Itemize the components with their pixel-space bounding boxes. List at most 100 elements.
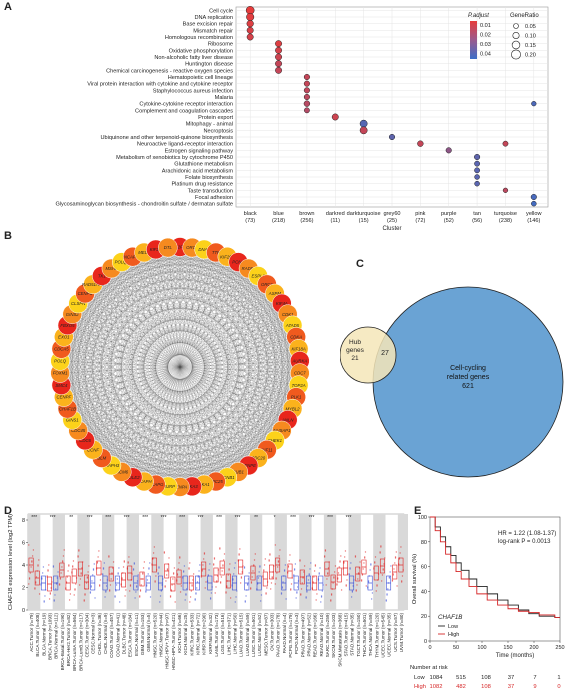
dotplot-cluster-count: (52) — [444, 218, 454, 224]
network-node-label: CHAF1B — [59, 406, 76, 411]
network-edge — [60, 360, 193, 487]
boxplot-point — [369, 569, 371, 571]
boxplot-point — [259, 600, 262, 602]
boxplot-point — [314, 565, 317, 567]
boxplot-point — [252, 570, 254, 572]
boxplot-point — [110, 578, 112, 580]
boxplot-point — [327, 573, 329, 575]
boxplot-significance: *** — [142, 515, 148, 521]
survival-ytick-label: 0 — [424, 639, 427, 645]
boxplot-point — [355, 589, 357, 591]
network-edge — [111, 457, 259, 466]
boxplot-point — [327, 572, 329, 574]
boxplot-point — [137, 574, 139, 576]
dotplot-dot — [359, 119, 368, 128]
network-edge — [72, 252, 145, 420]
boxplot-significance: *** — [179, 515, 185, 521]
boxplot-point — [283, 570, 286, 572]
boxplot-category-label: UCEC.Tumor (n=545) — [380, 613, 385, 658]
legend-generatio-circle — [513, 23, 519, 29]
boxplot-point — [336, 584, 338, 586]
boxplot-point — [330, 594, 333, 596]
boxplot-point — [243, 567, 246, 569]
boxplot-point — [215, 586, 217, 588]
boxplot-point — [80, 573, 82, 575]
boxplot-point — [240, 577, 243, 579]
network-edge — [61, 275, 259, 349]
network-edge — [78, 430, 259, 459]
boxplot-point — [277, 560, 280, 562]
network-node-label: POLQ2 — [115, 260, 130, 265]
boxplot-point — [153, 546, 156, 548]
network-edge — [227, 256, 282, 431]
boxplot-point — [111, 572, 113, 574]
boxplot-category-label: BRCA-Basal.Tumor (n=190) — [60, 613, 65, 671]
boxplot-point — [382, 568, 384, 570]
boxplot-category-label: STAD.Normal (n=35) — [350, 613, 355, 656]
network-edge — [143, 252, 275, 441]
boxplot-point — [98, 550, 100, 552]
network-edge — [167, 247, 288, 420]
boxplot-category-label: SARC.Tumor (n=259) — [325, 613, 330, 658]
boxplot-point — [61, 560, 64, 562]
boxplot-point — [129, 590, 131, 592]
network-edge — [67, 325, 156, 485]
boxplot-point — [78, 550, 80, 552]
network-edge — [61, 252, 216, 349]
survival-xtick-label: 200 — [529, 645, 538, 651]
legend-padjust-tick: 0.04 — [480, 52, 491, 58]
survival-risk-low: 515 — [456, 675, 466, 681]
boxplot-point — [274, 544, 277, 546]
boxplot-category-label: PAAD.Normal (n=4) — [282, 613, 287, 654]
boxplot-point — [268, 559, 270, 561]
network-edge — [204, 372, 300, 485]
venn-overlap-count: 27 — [381, 350, 389, 357]
boxplot-category-label: CESC.Normal (n=3) — [91, 613, 96, 654]
boxplot-point — [192, 573, 195, 575]
boxplot-point — [143, 561, 146, 563]
boxplot-point — [306, 585, 309, 587]
network-edge — [167, 247, 276, 441]
boxplot-point — [360, 580, 363, 582]
dotplot-term-label: Staphylococcus aureus infection — [153, 88, 233, 94]
survival-risk-high: High — [414, 684, 426, 690]
network-edge — [84, 293, 168, 487]
network-edge — [121, 261, 288, 420]
boxplot-point — [73, 594, 75, 596]
network-edge — [167, 247, 193, 487]
boxplot-point — [185, 593, 187, 595]
boxplot-point — [276, 566, 279, 568]
boxplot-point — [37, 564, 39, 566]
legend-padjust-tick: 0.02 — [480, 33, 491, 39]
dotplot-term-label: Glutathione metabolism — [174, 162, 233, 168]
network-edge — [78, 275, 259, 304]
boxplot-point — [159, 601, 161, 603]
network-edge — [92, 284, 156, 485]
boxplot-point — [391, 579, 394, 581]
boxplot-point — [212, 564, 215, 566]
boxplot-point — [245, 595, 247, 597]
boxplot-point — [374, 562, 376, 564]
boxplot-point — [173, 567, 176, 569]
dotplot-term-label: Necroptosis — [203, 128, 233, 134]
boxplot-point — [92, 568, 95, 570]
legend-generatio-title: GeneRatio — [510, 13, 539, 19]
boxplot-point — [279, 549, 281, 551]
boxplot-point — [93, 563, 95, 565]
boxplot-point — [282, 581, 284, 583]
network-edge — [215, 252, 300, 374]
boxplot-point — [52, 566, 55, 568]
boxplot-significance: *** — [327, 515, 333, 521]
boxplot-significance: * — [274, 515, 276, 521]
boxplot-category-label: LAML.Tumor (n=173) — [214, 613, 219, 657]
network-edge — [78, 256, 133, 431]
legend-padjust-bar — [470, 21, 477, 59]
network-edge — [67, 247, 193, 326]
boxplot-point — [212, 563, 215, 565]
boxplot-point — [63, 549, 65, 551]
dotplot-dot — [417, 140, 424, 147]
network-edge — [167, 247, 300, 374]
survival-curve-low — [430, 516, 560, 618]
network-node-label: CDK1 — [282, 312, 294, 317]
boxplot-category-label: GBM.Normal (n=5) — [146, 613, 151, 652]
